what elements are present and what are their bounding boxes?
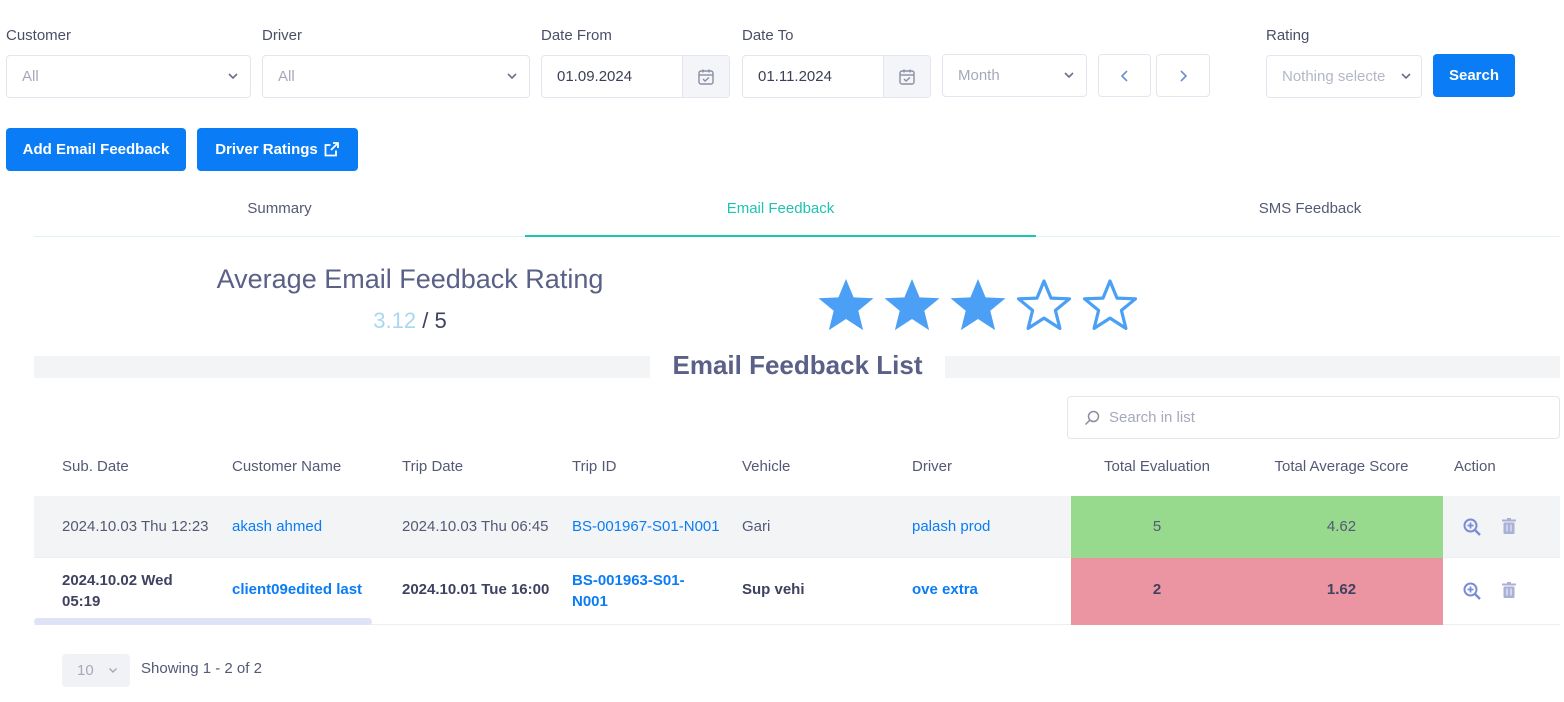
star-filled-icon [884, 279, 940, 331]
date-from-input[interactable]: 01.09.2024 [541, 55, 730, 98]
trash-icon[interactable] [1502, 582, 1516, 598]
tab-sms-feedback[interactable]: SMS Feedback [1258, 200, 1362, 217]
driver-select[interactable]: All [262, 55, 530, 98]
tab-email-feedback[interactable]: Email Feedback [726, 200, 835, 217]
customer-label: Customer [6, 27, 72, 44]
search-icon [1084, 410, 1100, 426]
average-rating-value-group: 3.12 / 5 [190, 308, 630, 334]
cell-customer-link[interactable]: client09edited last [232, 581, 363, 598]
zoom-in-icon[interactable] [1463, 518, 1481, 536]
rating-select-placeholder: Nothing selecte [1282, 68, 1386, 85]
cell-total-average-score: 4.62 [1326, 518, 1357, 535]
cell-sub-date-line1: 2024.10.02 Wed [62, 572, 173, 589]
cell-sub-date: 2024.10.03 Thu 12:23 [62, 518, 209, 535]
list-title-bar-right [945, 356, 1560, 378]
period-select[interactable]: Month [942, 54, 1087, 97]
star-filled-icon [818, 279, 874, 331]
cell-trip-date: 2024.10.03 Thu 06:45 [402, 518, 549, 535]
period-select-value: Month [958, 67, 1000, 84]
date-from-value: 01.09.2024 [557, 68, 633, 85]
score-cell-bad [1071, 558, 1443, 625]
customer-select[interactable]: All [6, 55, 251, 98]
column-header-total-evaluation[interactable]: Total Evaluation [1104, 458, 1210, 475]
driver-ratings-button[interactable]: Driver Ratings [197, 128, 358, 171]
active-tab-indicator [525, 235, 1036, 237]
table-row[interactable]: 2024.10.03 Thu 12:23 akash ahmed 2024.10… [34, 496, 1560, 558]
date-from-calendar-button[interactable] [682, 56, 729, 97]
calendar-icon [698, 69, 714, 85]
cell-sub-date-line2: 05:19 [62, 593, 101, 610]
external-link-icon [324, 142, 339, 157]
page-size-select[interactable]: 10 [62, 654, 130, 687]
star-outline-icon [1082, 279, 1138, 330]
date-from-label: Date From [541, 27, 612, 44]
chevron-down-icon [228, 73, 238, 80]
cell-total-average-score: 1.62 [1326, 581, 1357, 598]
chevron-down-icon [108, 667, 118, 674]
table-row[interactable]: 2024.10.02 Wed 05:19 client09edited last… [34, 558, 1560, 625]
column-header-vehicle[interactable]: Vehicle [742, 458, 791, 475]
driver-ratings-label: Driver Ratings [215, 141, 318, 158]
date-to-label: Date To [742, 27, 794, 44]
column-header-trip-date[interactable]: Trip Date [402, 458, 464, 475]
chevron-right-icon [1180, 69, 1188, 82]
driver-select-value: All [278, 68, 295, 85]
date-to-input[interactable]: 01.11.2024 [742, 55, 931, 98]
score-cell-good [1071, 496, 1443, 558]
chevron-down-icon [1064, 72, 1074, 79]
column-header-customer-name[interactable]: Customer Name [232, 458, 342, 475]
column-header-total-average-score[interactable]: Total Average Score [1274, 458, 1409, 475]
column-header-sub-date[interactable]: Sub. Date [62, 458, 129, 475]
average-rating-max: / 5 [422, 308, 447, 333]
star-filled-icon [950, 279, 1006, 331]
rating-select[interactable]: Nothing selecte [1266, 55, 1422, 98]
list-search-input[interactable]: Search in list [1067, 396, 1560, 439]
date-to-calendar-button[interactable] [883, 56, 930, 97]
list-title: Email Feedback List [672, 350, 923, 380]
page-size-value: 10 [77, 662, 94, 679]
star-outline-icon [1016, 279, 1072, 330]
column-header-driver[interactable]: Driver [912, 458, 952, 475]
cell-sub-date: 2024.10.02 Wed 05:19 [62, 570, 173, 612]
previous-period-button[interactable] [1098, 54, 1151, 97]
pagination-status: Showing 1 - 2 of 2 [141, 660, 262, 677]
search-button[interactable]: Search [1433, 54, 1515, 97]
tab-summary[interactable]: Summary [247, 200, 312, 217]
cell-trip-id-link[interactable]: BS-001967-S01-N001 [572, 518, 720, 535]
horizontal-scrollbar[interactable] [34, 618, 372, 625]
customer-select-value: All [22, 68, 39, 85]
cell-vehicle: Gari [742, 518, 771, 535]
trash-icon[interactable] [1502, 518, 1516, 534]
cell-trip-id-line1: BS-001963-S01- [572, 572, 685, 589]
rating-stars [818, 279, 1138, 331]
add-email-feedback-button[interactable]: Add Email Feedback [6, 128, 186, 171]
cell-total-evaluation: 5 [1152, 518, 1162, 535]
cell-customer-link[interactable]: akash ahmed [232, 518, 323, 535]
cell-vehicle: Sup vehi [742, 581, 805, 598]
chevron-down-icon [1399, 69, 1413, 83]
column-header-trip-id[interactable]: Trip ID [572, 458, 617, 475]
cell-trip-id-line2: N001 [572, 593, 608, 610]
rating-label: Rating [1266, 27, 1310, 44]
chevron-left-icon [1120, 69, 1128, 82]
cell-trip-date: 2024.10.01 Tue 16:00 [402, 581, 550, 598]
driver-label: Driver [262, 27, 302, 44]
average-rating-title: Average Email Feedback Rating [216, 264, 604, 294]
calendar-icon [899, 69, 915, 85]
list-search-placeholder: Search in list [1109, 409, 1195, 426]
cell-driver-link[interactable]: ove extra [912, 581, 978, 598]
cell-total-evaluation: 2 [1152, 581, 1162, 598]
cell-trip-id-link[interactable]: BS-001963-S01- N001 [572, 570, 685, 612]
column-header-action: Action [1454, 458, 1496, 475]
date-to-value: 01.11.2024 [758, 68, 832, 85]
average-rating-value: 3.12 [373, 308, 417, 333]
chevron-down-icon [507, 73, 517, 80]
zoom-in-icon[interactable] [1463, 582, 1481, 600]
list-title-bar-left [34, 356, 650, 378]
cell-driver-link[interactable]: palash prod [912, 518, 991, 535]
next-period-button[interactable] [1156, 54, 1210, 97]
